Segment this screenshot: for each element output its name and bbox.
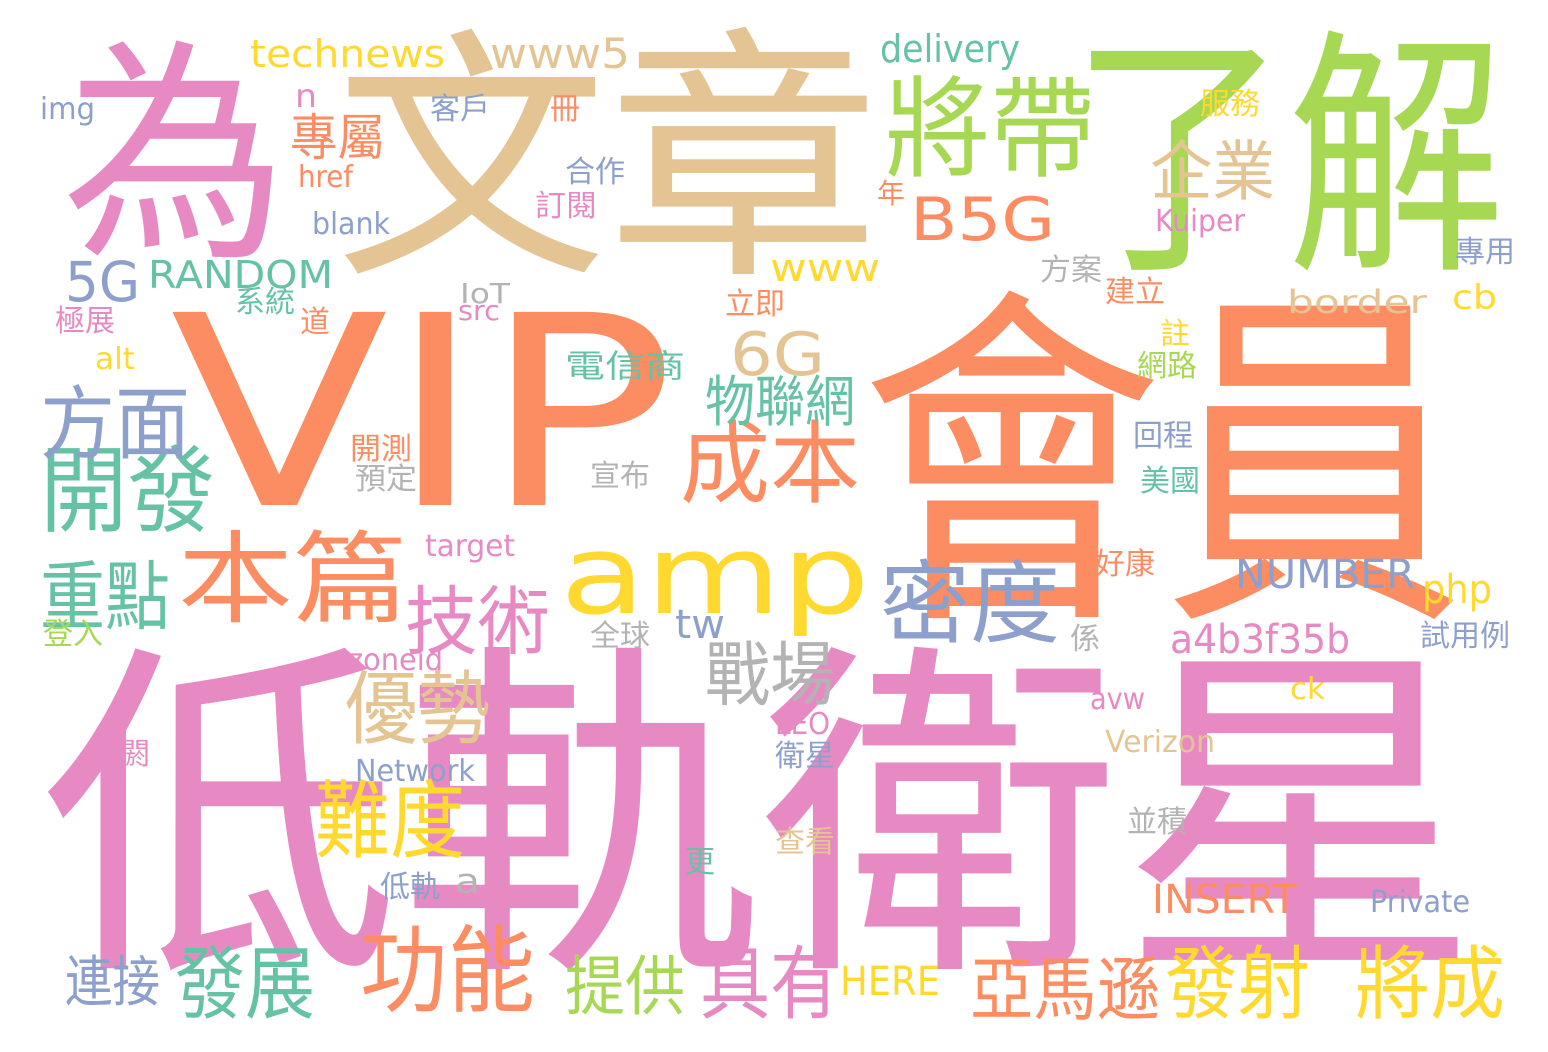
word-5g: 5G — [65, 250, 141, 314]
word-img: img — [40, 92, 96, 127]
word-private: Private — [1370, 885, 1471, 920]
word-jishu: 技術 — [405, 578, 551, 666]
word-avw: avw — [1090, 682, 1146, 717]
word-digui: 低軌 — [380, 870, 440, 905]
word-qiye: 企業 — [1150, 135, 1276, 210]
word-tw: tw — [675, 602, 726, 648]
word-network: Network — [355, 754, 476, 789]
word-jiangdai: 將帶 — [885, 66, 1095, 194]
word-bingji: 並積 — [1127, 805, 1187, 840]
word-n: n — [295, 77, 317, 115]
word-midu: 密度 — [880, 552, 1060, 657]
word-www5: www5 — [490, 29, 631, 78]
word-jizhan: 極展 — [55, 304, 115, 339]
word-gongneng: 功能 — [360, 917, 536, 1027]
word-php: php — [1422, 567, 1493, 613]
word-ck: ck — [1290, 672, 1326, 707]
word-kaice: 開測 — [350, 432, 412, 467]
word-huiyuan: 會員 — [860, 260, 1465, 674]
word-wulianwang: 物聯網 — [705, 370, 856, 434]
word-random: RANDOM — [148, 253, 334, 297]
word-kaifa: 開發 — [40, 437, 216, 547]
word-jiangcheng: 將成 — [1355, 938, 1505, 1031]
word-iot: IoT — [460, 277, 511, 310]
word-e: 閼 — [120, 737, 150, 772]
word-zhongdian: 重點 — [40, 553, 171, 641]
word-hezuo: 合作 — [565, 155, 625, 190]
word-dingyue: 訂閱 — [535, 189, 597, 224]
word-geng: 更 — [685, 845, 715, 880]
word-yuding: 預定 — [355, 462, 417, 497]
word-blank: blank — [312, 207, 391, 242]
word-wenzhang: 文章 — [335, 8, 880, 316]
word-nandu: 難度 — [315, 773, 466, 872]
word-xuanbu: 宣布 — [590, 459, 650, 494]
word-juyou: 具有 — [700, 938, 840, 1031]
word-cb: cb — [1452, 278, 1498, 318]
word-quanqiu: 全球 — [590, 619, 650, 654]
word-border: border — [1287, 283, 1427, 321]
word-technews: technews — [250, 32, 446, 76]
word-kehu: 客戶 — [430, 92, 490, 127]
word-fangmian: 方面 — [40, 378, 190, 471]
word-yamaxun: 亞馬遜 — [970, 949, 1161, 1031]
word-kuiper: Kuiper — [1155, 204, 1246, 239]
word-liji: 立即 — [725, 287, 785, 322]
word-zhanchang: 戰場 — [705, 634, 836, 716]
word-zhuanshu: 專屬 — [290, 109, 385, 167]
word-huicheng: 回程 — [1133, 419, 1193, 454]
word-digui-weixing: 低軌 衛星 — [40, 616, 1481, 1024]
word-zhuanyong: 專用 — [1455, 235, 1515, 270]
word-dao: 道 — [300, 305, 330, 340]
word-tigong: 提供 — [565, 950, 686, 1025]
word-amp: amp — [560, 511, 871, 639]
word-meiguo: 美國 — [1140, 464, 1200, 499]
word-fangan: 方案 — [1040, 253, 1102, 288]
word-dengru: 登入 — [43, 617, 103, 652]
word-leo: LEO — [775, 707, 831, 742]
word-shiyongli: 試用例 — [1420, 619, 1510, 654]
word-lianjie: 連接 — [65, 950, 161, 1014]
word-delivery: delivery — [880, 27, 1021, 71]
word-a: a — [455, 862, 481, 902]
word-nian: 年 — [877, 177, 906, 210]
word-wei: 為 — [62, 21, 287, 294]
word-chakan: 查看 — [775, 825, 835, 860]
word-jianli: 建立 — [1105, 275, 1165, 310]
word-chengben: 成本 — [680, 412, 860, 517]
word-weixing: 衛星 — [775, 739, 835, 774]
word-a4b3f35b: a4b3f35b — [1170, 617, 1351, 663]
word-xitong: 系統 — [235, 285, 295, 320]
word-youshi: 優勢 — [345, 663, 491, 756]
word-target: target — [425, 529, 516, 564]
word-haokang: 好康 — [1095, 547, 1155, 582]
word-src: src — [458, 294, 501, 327]
word-vip: VIP — [170, 260, 676, 568]
word-zoneid: zoneid — [348, 643, 444, 678]
word-fuwu: 服務 — [1200, 87, 1260, 122]
word-fashe: 發射 — [1165, 938, 1311, 1031]
word-dianxinshang: 電信商 — [565, 347, 686, 385]
word-here: HERE — [840, 959, 941, 1005]
word-6g: 6G — [730, 320, 826, 390]
word-b5g: B5G — [910, 185, 1056, 255]
word-verizon: Verizon — [1105, 725, 1216, 760]
word-number: NUMBER — [1235, 552, 1416, 598]
word-liaojie: 了解 — [1070, 9, 1505, 311]
word-ce: 冊 — [550, 92, 580, 127]
word-xi: 係 — [1070, 622, 1100, 657]
word-wanglu: 網路 — [1137, 349, 1197, 384]
word-href: href — [298, 160, 354, 195]
word-benpian: 本篇 — [178, 521, 408, 638]
word-zhu: 註 — [1160, 317, 1190, 352]
word-insert: INSERT — [1152, 877, 1298, 923]
word-alt: alt — [95, 342, 136, 377]
word-fazhan: 發展 — [175, 938, 315, 1031]
word-www: www — [770, 246, 881, 290]
